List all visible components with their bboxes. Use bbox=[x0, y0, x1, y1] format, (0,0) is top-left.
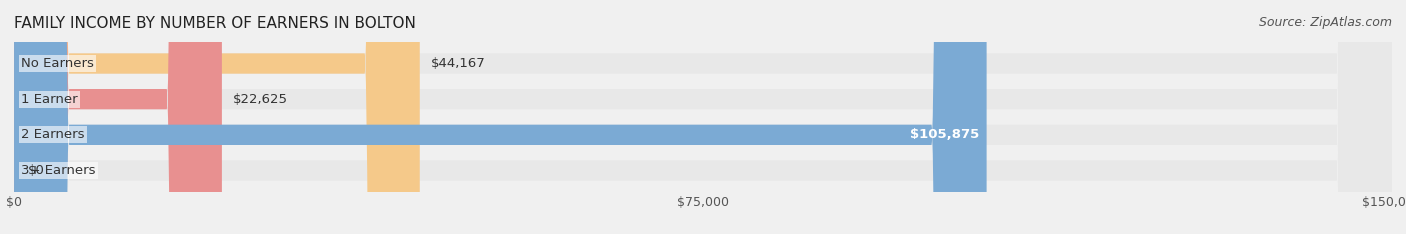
Text: 3+ Earners: 3+ Earners bbox=[21, 164, 96, 177]
Text: FAMILY INCOME BY NUMBER OF EARNERS IN BOLTON: FAMILY INCOME BY NUMBER OF EARNERS IN BO… bbox=[14, 16, 416, 31]
FancyBboxPatch shape bbox=[14, 0, 420, 234]
Text: 1 Earner: 1 Earner bbox=[21, 93, 77, 106]
Text: $105,875: $105,875 bbox=[911, 128, 980, 141]
FancyBboxPatch shape bbox=[14, 0, 987, 234]
FancyBboxPatch shape bbox=[14, 0, 1392, 234]
FancyBboxPatch shape bbox=[14, 0, 1392, 234]
Text: $44,167: $44,167 bbox=[430, 57, 485, 70]
Text: $22,625: $22,625 bbox=[233, 93, 288, 106]
Text: Source: ZipAtlas.com: Source: ZipAtlas.com bbox=[1258, 16, 1392, 29]
Text: 2 Earners: 2 Earners bbox=[21, 128, 84, 141]
FancyBboxPatch shape bbox=[14, 0, 1392, 234]
Text: No Earners: No Earners bbox=[21, 57, 94, 70]
FancyBboxPatch shape bbox=[14, 0, 222, 234]
FancyBboxPatch shape bbox=[14, 0, 1392, 234]
Text: $0: $0 bbox=[28, 164, 45, 177]
